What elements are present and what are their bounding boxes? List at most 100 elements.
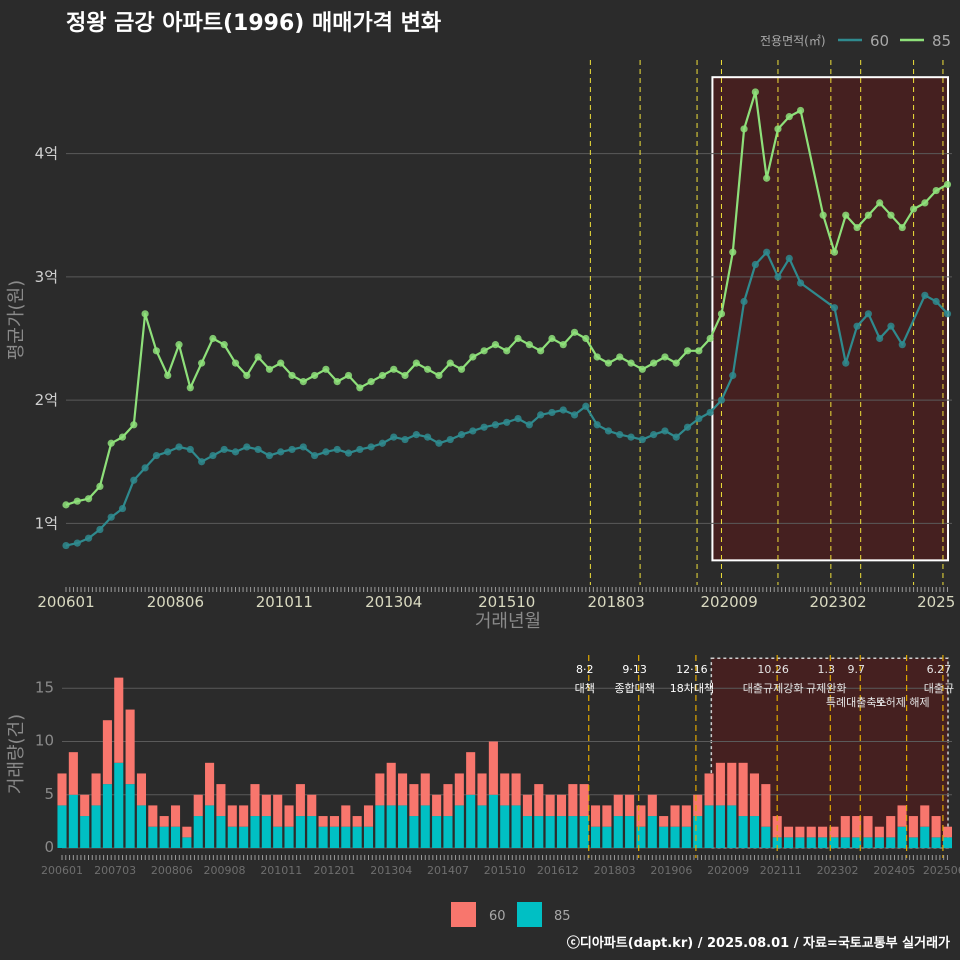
bar-85 <box>68 794 78 848</box>
bar-85 <box>602 826 612 848</box>
bar-85 <box>908 837 918 848</box>
x-tick-label: 201304 <box>365 593 422 611</box>
data-point-60 <box>695 415 703 423</box>
data-point-60 <box>141 464 149 472</box>
annotation-date: 9.7 <box>848 663 866 676</box>
top-legend: 전용면적(㎡) 60 85 <box>760 32 951 50</box>
bar-60 <box>307 794 317 817</box>
bar-85 <box>295 816 305 848</box>
bar-85 <box>795 837 805 848</box>
price-y-tick-labels: 1억 2억 3억 4억 <box>35 145 58 533</box>
data-point-60 <box>311 451 319 460</box>
data-point-60 <box>548 408 556 417</box>
data-point-60 <box>231 448 240 456</box>
data-point-60 <box>107 513 115 521</box>
x-tick-label: 201803 <box>594 864 636 877</box>
bar-60 <box>227 805 237 827</box>
bar-85 <box>545 816 555 848</box>
bar-85 <box>329 826 339 848</box>
bar-85 <box>727 805 737 848</box>
data-point-60 <box>73 539 81 547</box>
data-point-85 <box>469 353 477 361</box>
bar-60 <box>136 773 147 806</box>
highlight-box <box>711 76 950 562</box>
annotation-date: 10.26 <box>757 663 789 676</box>
data-point-60 <box>503 418 511 426</box>
bar-60 <box>704 773 714 806</box>
bar-85 <box>625 816 635 848</box>
data-point-60 <box>96 525 104 534</box>
bar-85 <box>693 816 703 848</box>
bar-85 <box>454 805 464 848</box>
bar-85 <box>443 816 453 848</box>
bar-85 <box>420 805 430 848</box>
annotation-text: 대출규 <box>924 682 954 695</box>
data-point-85 <box>763 174 771 182</box>
annotation-date: 1.3 <box>818 663 836 676</box>
data-point-85 <box>751 88 759 96</box>
x-tick-label: 200703 <box>94 864 136 877</box>
data-point-85 <box>96 482 104 490</box>
data-point-85 <box>627 359 635 367</box>
x-tick-label: 202506 <box>923 864 960 877</box>
data-point-60 <box>435 439 443 447</box>
data-point-60 <box>412 431 420 439</box>
bar-60 <box>148 805 158 827</box>
data-point-85 <box>864 211 872 219</box>
data-point-60 <box>175 443 183 451</box>
bar-60 <box>250 784 260 817</box>
data-point-85 <box>311 371 319 380</box>
bar-85 <box>352 826 362 848</box>
data-point-60 <box>921 291 929 299</box>
data-point-60 <box>672 433 680 441</box>
bar-85 <box>488 794 498 848</box>
data-point-85 <box>412 359 420 367</box>
annotation-date: 8·2 <box>576 663 594 676</box>
bar-85 <box>738 816 748 848</box>
bar-60 <box>931 816 941 838</box>
bar-60 <box>352 816 362 827</box>
bar-60 <box>659 816 669 827</box>
data-point-85 <box>638 365 646 373</box>
data-point-85 <box>559 341 567 349</box>
data-point-85 <box>604 359 613 367</box>
bar-85 <box>647 816 657 848</box>
data-point-60 <box>198 458 206 466</box>
bar-85 <box>568 816 578 848</box>
bar-60 <box>91 773 101 806</box>
data-point-85 <box>299 378 307 386</box>
bar-85 <box>284 826 294 848</box>
top-legend-label-85: 85 <box>932 32 951 50</box>
data-point-60 <box>480 423 488 431</box>
data-point-60 <box>638 435 646 444</box>
data-point-60 <box>593 421 601 429</box>
data-point-60 <box>514 415 522 423</box>
bar-60 <box>216 784 226 817</box>
bar-60 <box>273 794 283 827</box>
bar-60 <box>261 794 271 817</box>
data-point-60 <box>898 341 906 349</box>
bar-60 <box>840 816 850 838</box>
y-tick-label: 0 <box>44 838 54 856</box>
data-point-85 <box>525 341 533 349</box>
data-point-60 <box>932 297 940 306</box>
bar-85 <box>363 826 374 848</box>
x-tick-label: 201906 <box>650 864 692 877</box>
data-point-60 <box>729 371 737 380</box>
bar-60 <box>522 794 532 817</box>
data-point-60 <box>650 431 658 439</box>
data-point-85 <box>672 359 680 367</box>
data-point-85 <box>729 248 737 256</box>
data-point-60 <box>62 541 70 550</box>
data-point-85 <box>616 353 624 361</box>
bar-60 <box>579 784 589 817</box>
data-point-85 <box>491 341 500 349</box>
price-series <box>62 88 952 550</box>
data-point-60 <box>842 359 850 367</box>
bar-60 <box>886 816 896 838</box>
bar-60 <box>693 794 703 817</box>
data-point-85 <box>774 125 782 133</box>
bar-60 <box>454 773 464 806</box>
bar-85 <box>341 826 351 848</box>
data-point-85 <box>209 334 217 343</box>
